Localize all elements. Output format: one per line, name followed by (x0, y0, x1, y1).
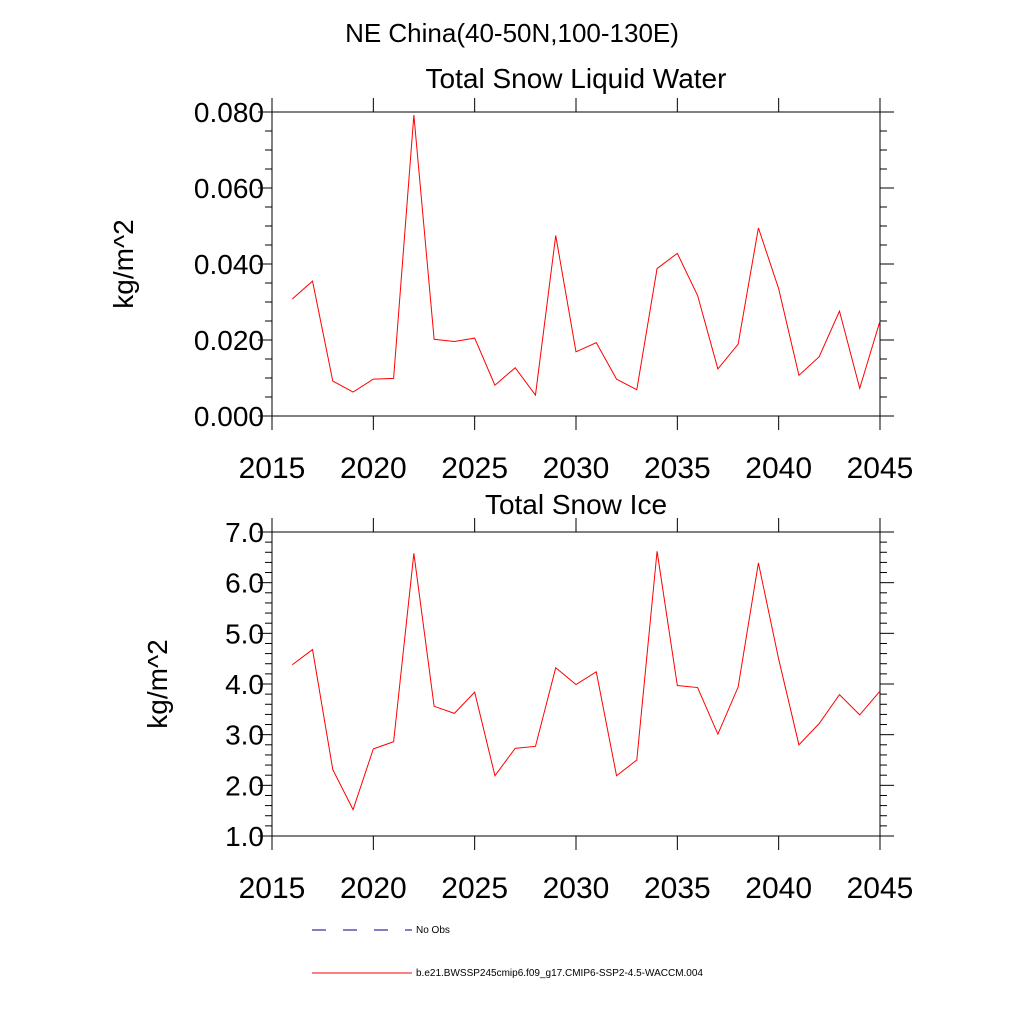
x-tick-label: 2015 (239, 452, 306, 485)
x-tick-label: 2040 (745, 452, 812, 485)
y-tick-label: 0.040 (194, 249, 264, 280)
plot-frame (271, 111, 881, 417)
y-tick-label: 2.0 (225, 770, 264, 801)
x-tick-label: 2045 (847, 872, 914, 905)
y-tick-label: 1.0 (225, 821, 264, 852)
panel-snow-liquid-water: Total Snow Liquid Water kg/m^2 0.000 0.020 0… (108, 63, 913, 485)
legend: No Obs b.e21.BWSSP245cmip6.f09_g17.CMIP6… (312, 925, 703, 979)
y-axis-label: kg/m^2 (142, 639, 173, 728)
x-tick-label: 2025 (441, 452, 508, 485)
series-line-0 (291, 551, 881, 811)
y-tick-label: 0.080 (194, 97, 264, 128)
x-tick-label: 2030 (543, 452, 610, 485)
panel-snow-ice: Total Snow Ice kg/m^2 1.0 2.0 3.0 4.0 5.0 6.0 7.… (142, 489, 913, 905)
x-tick-label: 2035 (644, 452, 711, 485)
chart-title: Total Snow Liquid Water (426, 63, 727, 94)
chart-title: Total Snow Ice (485, 489, 667, 520)
x-tick-label: 2015 (239, 872, 306, 905)
legend-obs-label: No Obs (416, 925, 450, 936)
x-tick-label: 2025 (441, 872, 508, 905)
x-tick-label: 2020 (340, 872, 407, 905)
y-tick-label: 5.0 (225, 618, 264, 649)
x-tick-label: 2040 (745, 872, 812, 905)
x-tick-label: 2035 (644, 872, 711, 905)
y-tick-label: 0.060 (194, 173, 264, 204)
series-line-0 (291, 114, 881, 397)
y-tick-label: 3.0 (225, 720, 264, 751)
y-tick-label: 0.000 (194, 401, 264, 432)
y-tick-label: 4.0 (225, 669, 264, 700)
y-tick-label: 0.020 (194, 325, 264, 356)
x-tick-label: 2020 (340, 452, 407, 485)
y-tick-label: 7.0 (225, 517, 264, 548)
figure-suptitle: NE China(40-50N,100-130E) (345, 18, 679, 48)
y-axis-label: kg/m^2 (108, 219, 139, 308)
y-tick-label: 6.0 (225, 568, 264, 599)
x-tick-label: 2045 (847, 452, 914, 485)
legend-model-label: b.e21.BWSSP245cmip6.f09_g17.CMIP6-SSP2-4… (416, 968, 703, 979)
x-tick-label: 2030 (543, 872, 610, 905)
